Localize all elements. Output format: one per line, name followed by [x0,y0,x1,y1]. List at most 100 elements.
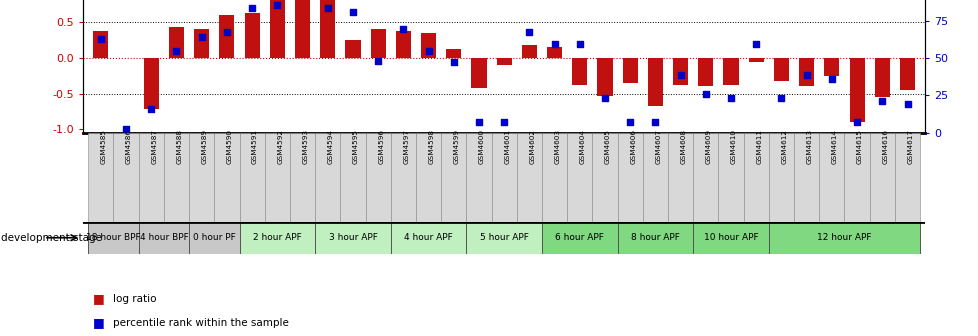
Bar [340,133,365,222]
Point [194,34,209,39]
Text: GSM4601: GSM4601 [504,129,510,164]
Text: 2 hour APF: 2 hour APF [252,233,301,242]
Point [672,72,688,78]
Text: percentile rank within the sample: percentile rank within the sample [112,318,289,328]
Text: 4 hour APF: 4 hour APF [404,233,453,242]
Text: GSM4605: GSM4605 [604,129,610,164]
Bar [566,133,592,222]
Bar [617,133,643,222]
Point [496,119,511,125]
Text: GSM4591: GSM4591 [252,129,258,164]
Point [320,5,335,11]
Bar [139,133,163,222]
Text: GSM4586: GSM4586 [126,129,132,164]
Bar [874,58,889,97]
Point [421,48,436,53]
Point [269,3,285,8]
Bar [692,133,718,222]
Point [144,107,159,112]
Point [118,126,134,132]
Point [521,30,537,35]
Text: GSM4612: GSM4612 [780,129,786,164]
Bar [144,58,158,109]
Bar [390,133,416,222]
Bar [416,133,441,222]
Text: 10 hour APF: 10 hour APF [703,233,758,242]
Text: GSM4616: GSM4616 [881,129,887,164]
Text: GSM4614: GSM4614 [831,129,837,164]
Text: 3 hour APF: 3 hour APF [329,233,377,242]
Text: 5 hour APF: 5 hour APF [479,233,528,242]
Point [823,77,839,82]
Text: GSM4609: GSM4609 [705,129,711,164]
Bar [270,0,285,58]
Text: 0 hour PF: 0 hour PF [193,233,236,242]
Text: GSM4594: GSM4594 [328,129,333,164]
Text: GSM4587: GSM4587 [152,129,157,164]
Bar [723,58,737,85]
Bar [315,222,390,254]
Bar [819,133,844,222]
Bar [194,30,209,58]
Point [345,10,361,15]
Text: GSM4588: GSM4588 [176,129,182,164]
Bar [597,58,612,96]
Bar [189,133,214,222]
Text: GSM4593: GSM4593 [302,129,308,164]
Text: ■: ■ [93,316,105,329]
Point [370,58,385,64]
Text: GSM4606: GSM4606 [630,129,636,164]
Bar [844,133,868,222]
Bar [516,133,542,222]
Bar [113,133,139,222]
Point [622,119,638,125]
Point [168,48,184,53]
Bar [748,58,763,61]
Bar [371,30,385,58]
Text: development stage: development stage [1,233,102,243]
Point [470,119,486,125]
Bar [390,222,466,254]
Text: GSM4611: GSM4611 [755,129,762,164]
Bar [547,47,561,58]
Point [899,101,914,106]
Bar [849,58,864,122]
Bar [395,31,411,58]
Bar [240,133,264,222]
Bar [692,222,768,254]
Text: GSM4610: GSM4610 [731,129,736,164]
Text: GSM4599: GSM4599 [454,129,460,164]
Bar [88,222,139,254]
Bar [793,133,819,222]
Text: GSM4596: GSM4596 [378,129,383,164]
Text: GSM4597: GSM4597 [403,129,409,164]
Bar [421,33,435,58]
Bar [718,133,743,222]
Point [571,41,587,46]
Bar [743,133,768,222]
Bar [139,222,189,254]
Bar [471,58,486,88]
Text: log ratio: log ratio [112,294,156,304]
Text: GSM4608: GSM4608 [680,129,686,164]
Point [697,91,713,96]
Point [848,119,864,125]
Bar [315,133,340,222]
Text: GSM4590: GSM4590 [227,129,233,164]
Text: GSM4617: GSM4617 [907,129,912,164]
Bar [542,133,566,222]
Bar [542,222,617,254]
Bar [617,222,692,254]
Bar [446,49,461,58]
Point [747,41,763,46]
Bar [345,40,360,58]
Point [219,30,235,35]
Bar [823,58,838,76]
Bar [289,133,315,222]
Bar [673,58,688,85]
Bar [466,133,491,222]
Text: GSM4598: GSM4598 [428,129,434,164]
Bar [768,133,793,222]
Bar [365,133,390,222]
Point [93,37,109,42]
